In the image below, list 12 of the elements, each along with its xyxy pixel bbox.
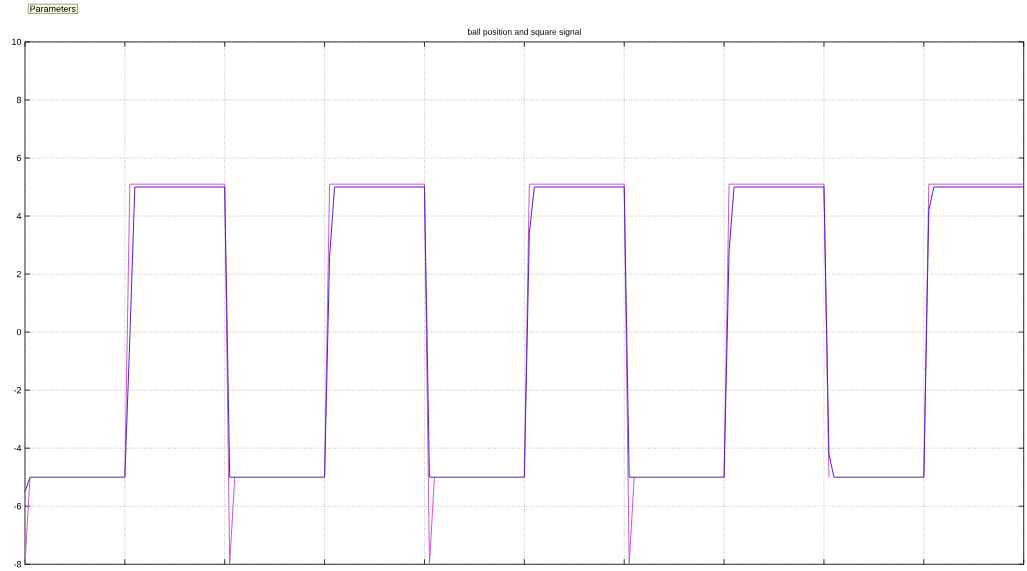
y-tick-label: -2 bbox=[13, 386, 21, 394]
y-tick-label: 10 bbox=[12, 38, 22, 46]
y-tick-label: 6 bbox=[16, 154, 22, 162]
y-tick-label: 4 bbox=[16, 212, 22, 220]
y-tick-label: 8 bbox=[16, 96, 22, 104]
y-tick-label: 2 bbox=[16, 270, 21, 278]
y-tick-label: -4 bbox=[13, 445, 22, 452]
y-tick-label: -8 bbox=[13, 561, 22, 568]
text: Parameters bbox=[30, 5, 76, 12]
y-tick-label: -6 bbox=[13, 503, 22, 510]
chart-title: ball position and square signal bbox=[467, 28, 581, 37]
y-tick-label: 0 bbox=[16, 328, 22, 336]
